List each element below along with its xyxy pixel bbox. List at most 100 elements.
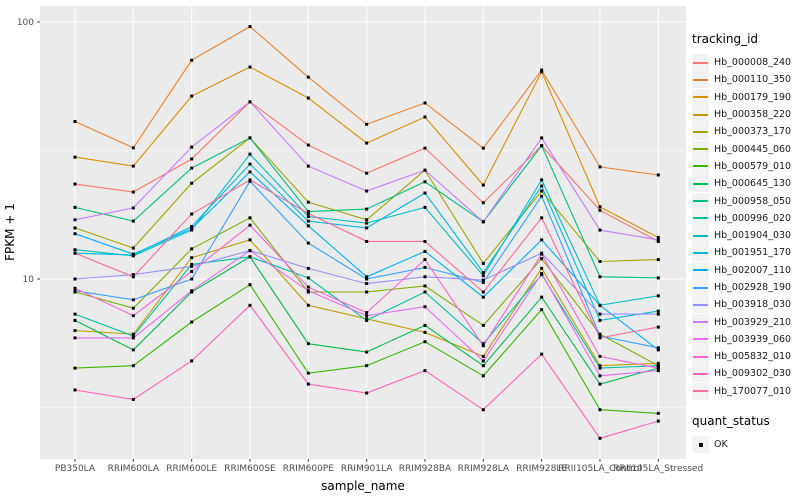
legend-item-label: Hb_003939_060 — [714, 333, 792, 345]
data-point — [481, 183, 485, 187]
data-point — [248, 152, 252, 156]
data-point — [481, 354, 485, 358]
data-point — [365, 218, 369, 222]
data-point — [73, 277, 77, 281]
data-point — [306, 75, 310, 79]
data-point — [73, 218, 77, 222]
data-point — [540, 178, 544, 182]
data-point — [656, 258, 660, 262]
data-point — [73, 388, 77, 392]
data-point — [190, 247, 194, 251]
data-point — [481, 220, 485, 224]
data-point — [131, 275, 135, 279]
legend-item-label: Hb_000445_060 — [714, 143, 792, 155]
data-point — [423, 146, 427, 150]
x-tick-label: RRIM600LA — [108, 464, 160, 474]
data-point — [540, 238, 544, 242]
legend-item: Hb_002007_110 — [692, 261, 791, 279]
legend-item: Hb_005832_010 — [692, 348, 792, 366]
data-point — [306, 285, 310, 289]
data-point — [190, 289, 194, 293]
legend-key-line-icon — [692, 348, 709, 366]
data-point — [365, 221, 369, 225]
data-point — [306, 200, 310, 204]
legend-item-label: Hb_003918_030 — [714, 299, 792, 311]
data-point — [248, 283, 252, 287]
data-point — [365, 239, 369, 243]
data-point — [131, 314, 135, 318]
data-point — [365, 122, 369, 126]
data-point — [365, 282, 369, 286]
legend-item: Hb_002928_190 — [692, 279, 791, 296]
data-point — [423, 305, 427, 309]
data-point — [540, 252, 544, 256]
data-point — [306, 241, 310, 245]
legend-item: Hb_000008_240 — [692, 54, 791, 72]
data-point — [656, 173, 660, 177]
legend-item: OK — [692, 436, 791, 454]
data-point — [481, 280, 485, 284]
data-point — [365, 317, 369, 321]
data-point — [73, 120, 77, 124]
legend-panel: tracking_id Hb_000008_240 Hb_000110_350 Hb… — [692, 32, 792, 454]
legend-title-quant-status: quant_status — [692, 413, 770, 428]
data-point — [190, 166, 194, 170]
data-point — [131, 364, 135, 368]
data-point — [73, 226, 77, 230]
data-point — [540, 184, 544, 188]
data-point — [190, 264, 194, 268]
data-point — [73, 205, 77, 209]
legend-item: Hb_000958_050 — [692, 192, 791, 210]
data-point — [423, 205, 427, 209]
data-point — [248, 238, 252, 242]
data-point — [306, 342, 310, 346]
data-point — [365, 318, 369, 322]
data-point — [248, 255, 252, 259]
data-point — [540, 70, 544, 74]
data-point — [423, 191, 427, 195]
legend-item-label: Hb_000996_020 — [714, 212, 792, 224]
data-point — [423, 275, 427, 279]
data-point — [248, 162, 252, 166]
data-point — [131, 273, 135, 277]
data-point — [365, 275, 369, 279]
data-point — [365, 189, 369, 193]
legend-item: Hb_001904_030 — [692, 227, 791, 245]
data-point — [131, 332, 135, 336]
data-point — [423, 168, 427, 172]
data-point — [598, 382, 602, 386]
data-point — [306, 224, 310, 228]
data-point — [481, 290, 485, 294]
data-point — [190, 277, 194, 281]
data-point — [540, 68, 544, 72]
legend-item: Hb_000445_060 — [692, 140, 792, 158]
x-tick-label: RRIM600LE — [166, 464, 217, 474]
data-point — [365, 314, 369, 318]
data-point — [306, 211, 310, 215]
legend-item: Hb_000996_020 — [692, 209, 792, 227]
data-point — [306, 289, 310, 293]
data-point — [423, 340, 427, 344]
data-point — [365, 290, 369, 294]
y-axis-title: FPKM + 1 — [3, 203, 17, 261]
data-point — [131, 336, 135, 340]
data-point — [540, 266, 544, 270]
data-point — [656, 364, 660, 368]
data-point — [656, 276, 660, 280]
data-point — [656, 309, 660, 313]
legend-item-label: Hb_005832_010 — [714, 351, 792, 363]
legend-item-label: Hb_000579_010 — [714, 160, 792, 172]
data-point — [306, 164, 310, 168]
data-point — [656, 236, 660, 240]
data-point — [481, 201, 485, 205]
data-point — [248, 100, 252, 104]
data-point — [131, 219, 135, 223]
data-point — [423, 180, 427, 184]
legend-key-line-icon — [692, 261, 709, 279]
legend-item-label: Hb_001951_170 — [714, 247, 792, 259]
data-point — [365, 226, 369, 230]
data-point — [481, 274, 485, 278]
data-point — [598, 364, 602, 368]
data-point — [306, 143, 310, 147]
data-point — [423, 265, 427, 269]
